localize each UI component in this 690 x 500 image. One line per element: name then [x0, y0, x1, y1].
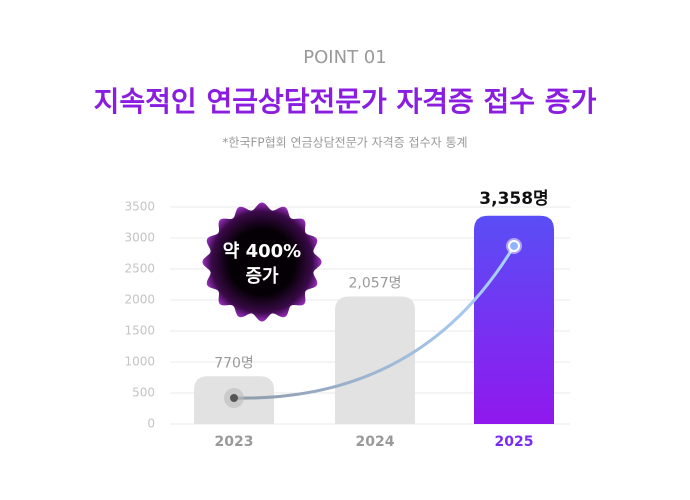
y-tick-label: 500: [132, 386, 155, 400]
value-label: 2,057명: [349, 275, 402, 291]
x-tick-label: 2025: [495, 434, 534, 450]
value-label: 770명: [214, 355, 254, 371]
curve-end-dot: [508, 240, 520, 252]
x-tick-label: 2024: [356, 434, 395, 450]
y-tick-label: 1500: [124, 324, 155, 338]
x-tick-label: 2023: [215, 434, 254, 450]
curve-start-dot: [230, 394, 238, 402]
y-tick-label: 0: [147, 417, 155, 431]
bar: [335, 296, 415, 424]
badge-text: 증가: [245, 266, 279, 287]
badge-text: 약 400%: [223, 240, 301, 262]
y-tick-label: 2500: [124, 262, 155, 276]
y-tick-label: 3000: [124, 231, 155, 245]
badge: [202, 202, 322, 322]
y-tick-label: 3500: [124, 200, 155, 214]
trend-curve: [233, 245, 516, 400]
subtitle: POINT 01: [303, 47, 386, 68]
bar: [474, 215, 554, 424]
note: *한국FP협회 연금상담전문가 자격증 접수자 통계: [222, 136, 467, 150]
y-tick-label: 2000: [124, 293, 155, 307]
y-tick-label: 1000: [124, 355, 155, 369]
chart-title: 지속적인 연금상담전문가 자격증 접수 증가: [94, 85, 597, 118]
value-label: 3,358명: [479, 189, 548, 209]
